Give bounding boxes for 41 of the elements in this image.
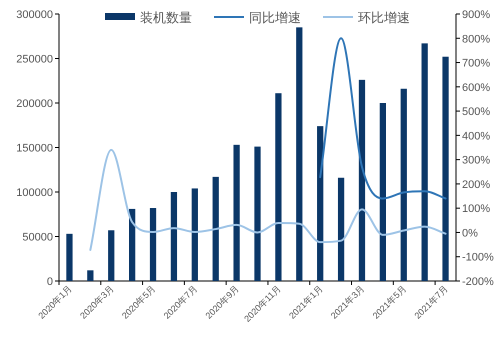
y2-tick-label: 100% xyxy=(462,203,490,216)
bar xyxy=(108,230,114,281)
y2-tick-label: 300% xyxy=(462,154,490,167)
bar xyxy=(317,126,324,281)
y2-tick-label: 600% xyxy=(462,82,490,94)
y-tick-label: 0 xyxy=(46,276,53,288)
y2-tick-label: -100% xyxy=(462,252,494,264)
bar xyxy=(442,56,449,281)
y-tick-label: 150000 xyxy=(16,142,53,154)
bar xyxy=(358,80,366,281)
bar xyxy=(422,43,428,281)
bar xyxy=(66,234,73,281)
y-tick-label: 100000 xyxy=(16,187,53,199)
y2-tick-label: 400% xyxy=(462,130,490,142)
bar xyxy=(254,146,261,281)
y2-tick-label: 0% xyxy=(462,227,478,240)
bar xyxy=(192,188,198,281)
bar xyxy=(170,192,178,281)
bar xyxy=(296,27,302,281)
bar xyxy=(380,103,386,281)
y2-tick-label: 200% xyxy=(462,178,490,191)
y-tick-label: 250000 xyxy=(16,54,53,66)
bar xyxy=(400,88,407,281)
y2-tick-label: 500% xyxy=(462,106,490,118)
bar xyxy=(338,178,344,281)
y-tick-label: 50000 xyxy=(22,232,53,244)
y2-tick-label: 700% xyxy=(462,58,490,70)
y2-tick-label: 800% xyxy=(462,33,490,46)
bar xyxy=(212,176,219,281)
y-tick-label: 300000 xyxy=(16,9,53,21)
y2-tick-label: -200% xyxy=(462,276,494,288)
bar xyxy=(87,270,94,281)
y2-tick-label: 900% xyxy=(462,9,490,21)
bar xyxy=(233,144,240,281)
legend-label: 装机数量 xyxy=(140,10,192,25)
legend-label: 环比增速 xyxy=(358,10,410,25)
y-tick-label: 200000 xyxy=(16,98,53,110)
bar xyxy=(128,208,136,281)
bar xyxy=(150,208,156,281)
legend-label: 同比增速 xyxy=(249,10,301,25)
bar xyxy=(275,93,282,281)
